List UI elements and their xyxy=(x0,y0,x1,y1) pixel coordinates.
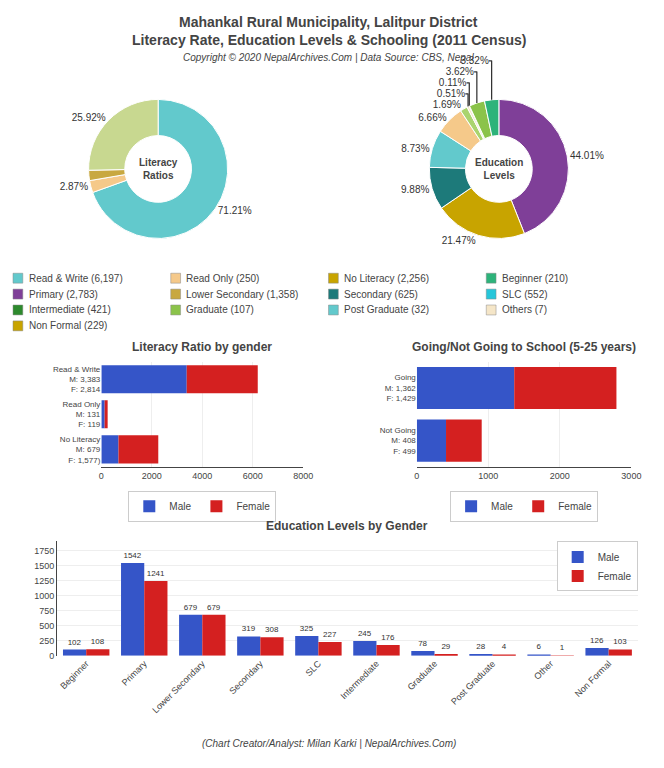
svg-text:1241: 1241 xyxy=(147,569,165,578)
svg-text:29: 29 xyxy=(441,642,450,651)
svg-text:1.69%: 1.69% xyxy=(433,99,461,110)
svg-text:Other: Other xyxy=(532,659,555,682)
svg-text:4: 4 xyxy=(502,642,507,651)
svg-text:1250: 1250 xyxy=(34,576,54,586)
svg-text:Male: Male xyxy=(598,552,620,563)
svg-text:Post Graduate: Post Graduate xyxy=(449,659,497,707)
svg-text:4000: 4000 xyxy=(192,471,212,481)
svg-text:1542: 1542 xyxy=(123,551,141,560)
svg-text:176: 176 xyxy=(381,633,395,642)
svg-text:SLC (552): SLC (552) xyxy=(502,289,548,300)
svg-text:Non Formal: Non Formal xyxy=(573,659,613,699)
svg-text:Post Graduate (32): Post Graduate (32) xyxy=(344,304,429,315)
svg-text:2000: 2000 xyxy=(142,471,162,481)
svg-text:Literacy Ratio by gender: Literacy Ratio by gender xyxy=(132,340,272,354)
svg-text:Read OnlyM: 131F: 119: Read OnlyM: 131F: 119 xyxy=(63,400,101,430)
svg-text:Secondary: Secondary xyxy=(227,658,265,696)
svg-text:308: 308 xyxy=(265,625,279,634)
svg-text:750: 750 xyxy=(39,606,54,616)
svg-text:3.62%: 3.62% xyxy=(446,66,474,77)
svg-text:Female: Female xyxy=(558,501,592,512)
svg-text:Graduate: Graduate xyxy=(405,659,439,693)
svg-text:103: 103 xyxy=(613,637,627,646)
svg-text:Read Only (250): Read Only (250) xyxy=(186,273,259,284)
svg-text:GoingM: 1,362F: 1,429: GoingM: 1,362F: 1,429 xyxy=(385,373,417,403)
svg-text:Intermediate: Intermediate xyxy=(339,659,381,701)
svg-text:Graduate (107): Graduate (107) xyxy=(186,304,254,315)
svg-text:3000: 3000 xyxy=(621,471,641,481)
svg-text:1: 1 xyxy=(560,643,565,652)
svg-text:EducationLevels: EducationLevels xyxy=(475,157,523,181)
svg-text:0: 0 xyxy=(99,471,104,481)
svg-text:1000: 1000 xyxy=(478,471,498,481)
svg-text:9.88%: 9.88% xyxy=(401,184,429,195)
svg-text:Copyright © 2020 NepalArchives: Copyright © 2020 NepalArchives.Com | Dat… xyxy=(183,52,474,63)
svg-text:8.73%: 8.73% xyxy=(401,143,429,154)
svg-text:325: 325 xyxy=(300,624,314,633)
svg-text:Female: Female xyxy=(236,501,270,512)
svg-text:2000: 2000 xyxy=(550,471,570,481)
svg-text:Beginner (210): Beginner (210) xyxy=(502,273,568,284)
svg-text:Female: Female xyxy=(598,571,632,582)
svg-text:Read & WriteM: 3,383F: 2,814: Read & WriteM: 3,383F: 2,814 xyxy=(53,365,101,395)
svg-text:Going/Not Going to School (5-2: Going/Not Going to School (5-25 years) xyxy=(412,340,636,354)
svg-text:Lower Secondary: Lower Secondary xyxy=(150,658,207,715)
svg-text:108: 108 xyxy=(91,637,105,646)
svg-text:1750: 1750 xyxy=(34,546,54,556)
svg-text:Lower Secondary (1,358): Lower Secondary (1,358) xyxy=(186,289,298,300)
svg-text:250: 250 xyxy=(39,636,54,646)
svg-text:Education Levels by Gender: Education Levels by Gender xyxy=(266,519,428,533)
svg-text:227: 227 xyxy=(323,630,337,639)
svg-text:126: 126 xyxy=(590,636,604,645)
svg-text:No Literacy (2,256): No Literacy (2,256) xyxy=(344,273,429,284)
svg-text:319: 319 xyxy=(242,624,256,633)
svg-text:Intermediate (421): Intermediate (421) xyxy=(29,304,111,315)
svg-text:2.87%: 2.87% xyxy=(60,181,88,192)
svg-text:(Chart Creator/Analyst: Milan: (Chart Creator/Analyst: Milan Karki | Ne… xyxy=(202,738,456,749)
svg-text:Primary (2,783): Primary (2,783) xyxy=(29,289,98,300)
svg-text:Male: Male xyxy=(491,501,513,512)
svg-text:679: 679 xyxy=(184,603,198,612)
svg-text:1000: 1000 xyxy=(34,591,54,601)
svg-text:Non Formal (229): Non Formal (229) xyxy=(29,320,107,331)
svg-text:25.92%: 25.92% xyxy=(72,112,106,123)
svg-text:0.11%: 0.11% xyxy=(439,77,467,88)
svg-text:500: 500 xyxy=(39,621,54,631)
svg-text:Male: Male xyxy=(169,501,191,512)
svg-text:102: 102 xyxy=(68,638,82,647)
svg-text:0: 0 xyxy=(49,651,54,661)
svg-text:21.47%: 21.47% xyxy=(442,235,476,246)
svg-text:0: 0 xyxy=(414,471,419,481)
svg-text:Beginner: Beginner xyxy=(58,659,91,692)
svg-text:78: 78 xyxy=(418,639,427,648)
svg-text:Primary: Primary xyxy=(120,658,149,687)
svg-text:Read & Write (6,197): Read & Write (6,197) xyxy=(29,273,123,284)
svg-text:Literacy Rate, Education Level: Literacy Rate, Education Levels & School… xyxy=(132,32,526,48)
svg-text:Secondary (625): Secondary (625) xyxy=(344,289,418,300)
svg-text:6.66%: 6.66% xyxy=(418,112,446,123)
svg-text:1500: 1500 xyxy=(34,561,54,571)
svg-text:0.51%: 0.51% xyxy=(437,88,465,99)
svg-text:71.21%: 71.21% xyxy=(218,205,252,216)
svg-text:679: 679 xyxy=(207,603,221,612)
svg-text:SLC: SLC xyxy=(304,658,324,678)
svg-text:Mahankal Rural Municipality, L: Mahankal Rural Municipality, Lalitpur Di… xyxy=(179,14,478,30)
svg-text:8000: 8000 xyxy=(293,471,313,481)
svg-text:No LiteracyM: 679F: 1,577): No LiteracyM: 679F: 1,577) xyxy=(60,435,101,465)
svg-text:245: 245 xyxy=(358,629,372,638)
svg-text:LiteracyRatios: LiteracyRatios xyxy=(139,157,178,181)
svg-text:3.32%: 3.32% xyxy=(460,55,488,66)
svg-text:6000: 6000 xyxy=(243,471,263,481)
svg-text:Others (7): Others (7) xyxy=(502,304,547,315)
svg-text:6: 6 xyxy=(537,642,542,651)
svg-text:Not GoingM: 408F: 499: Not GoingM: 408F: 499 xyxy=(380,426,417,456)
svg-text:28: 28 xyxy=(476,642,485,651)
svg-text:44.01%: 44.01% xyxy=(570,150,604,161)
